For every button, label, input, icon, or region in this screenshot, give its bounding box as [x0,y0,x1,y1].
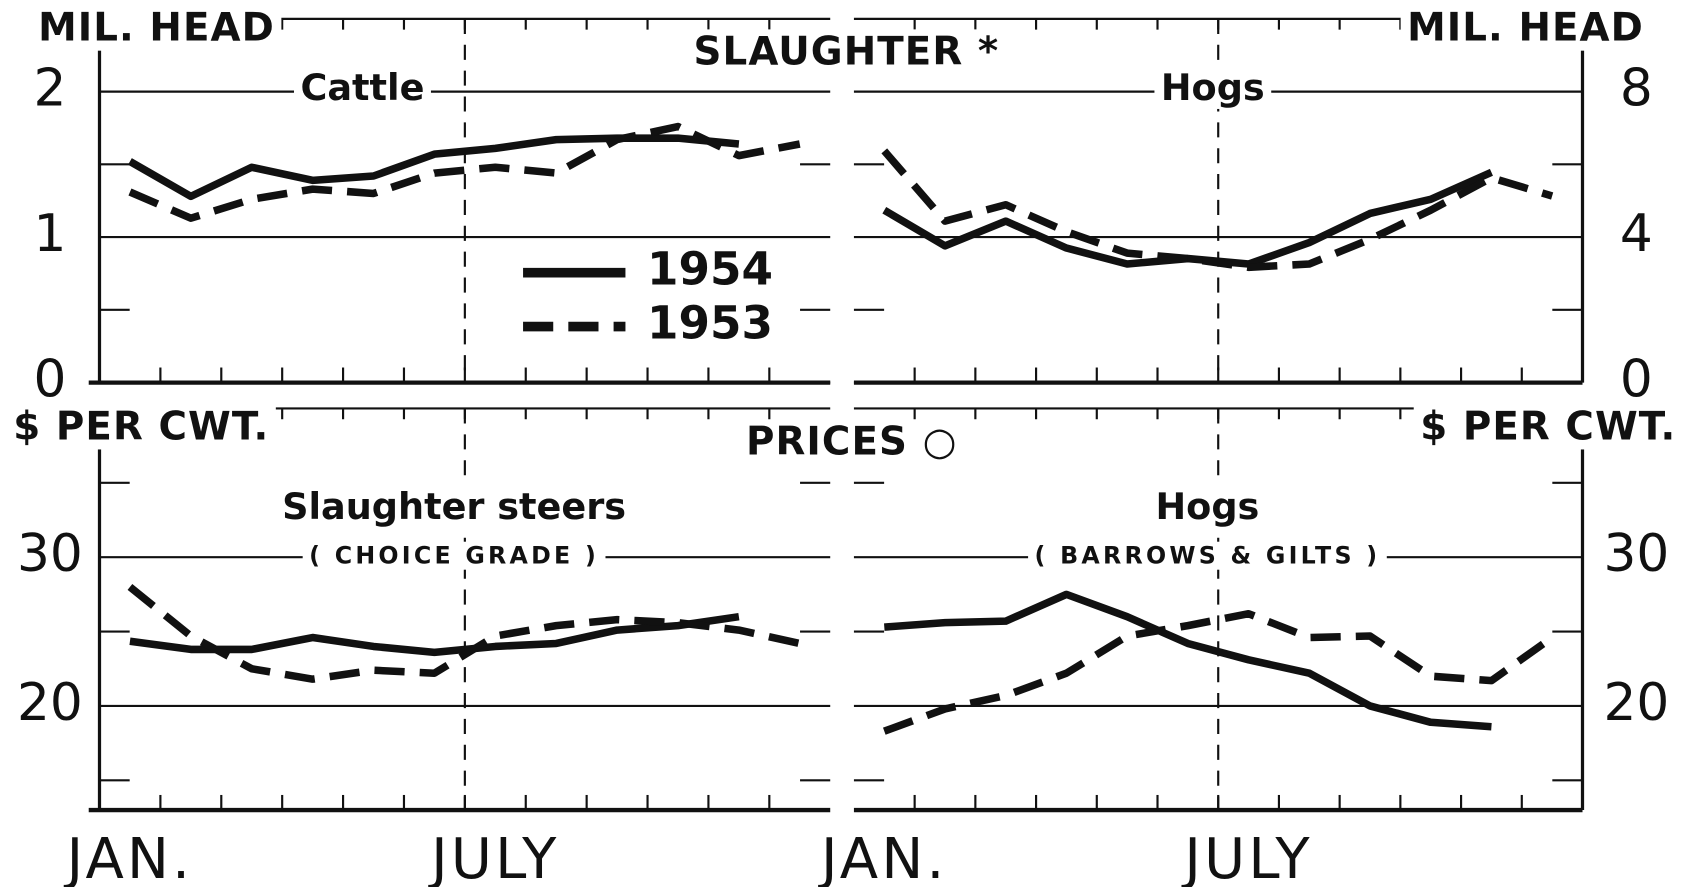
panel-title: Cattle [300,66,424,109]
y-tick-label: 2 [33,59,66,119]
y-tick-label: 1 [33,204,66,264]
panel-title: Slaughter steers [282,485,626,528]
section-title: PRICES ○ [746,420,958,465]
section-title: SLAUGHTER * [694,29,1000,74]
legend-label: 1953 [647,297,773,350]
y-tick-label: 8 [1620,59,1653,119]
label-background [1400,5,1651,51]
x-tick-label: JAN. [818,827,948,887]
series-line [127,584,801,683]
y-tick-label: 30 [17,524,83,584]
y-axis-label: $ PER CWT. [13,404,269,449]
label-background [6,404,276,450]
legend-label: 1954 [647,243,773,296]
series-line [881,148,1554,272]
y-tick-label: 0 [1620,350,1653,410]
label-background [1413,404,1682,450]
label-background [293,65,431,109]
plot-lines [88,17,1585,813]
label-background [1154,65,1272,109]
label-background [1149,485,1266,529]
x-tick-label: JAN. [64,827,194,887]
panel-subtitle: ( BARROWS & GILTS ) [1035,542,1381,570]
x-tick-label: JULY [428,827,559,887]
panel-subtitle: ( CHOICE GRADE ) [309,542,599,570]
label-background [302,541,606,570]
y-tick-label: 30 [1603,524,1669,584]
label-background [275,485,633,529]
label-background [739,419,965,465]
panel-title: Hogs [1161,66,1265,109]
label-background [1028,541,1387,570]
series-line [128,134,740,201]
panel-title: Hogs [1156,485,1260,528]
y-tick-label: 20 [17,673,83,733]
series-line [882,609,1555,735]
label-background [687,29,1006,75]
y-tick-label: 4 [1620,204,1653,264]
y-axis-label: $ PER CWT. [1420,404,1676,449]
y-tick-label: 20 [1603,673,1669,733]
series-line [884,590,1492,731]
series-line [129,612,740,657]
y-tick-label: 0 [33,350,66,410]
label-background [31,5,282,51]
labels: SLAUGHTER * PRICES ○ 0 1 2 MIL. HEAD Cattle 195… [6,5,1682,887]
y-axis-label: MIL. HEAD [38,6,275,51]
y-axis-label: MIL. HEAD [1407,6,1644,51]
series-line [882,168,1493,268]
x-tick-label: JULY [1181,827,1312,887]
series-line [128,122,801,222]
